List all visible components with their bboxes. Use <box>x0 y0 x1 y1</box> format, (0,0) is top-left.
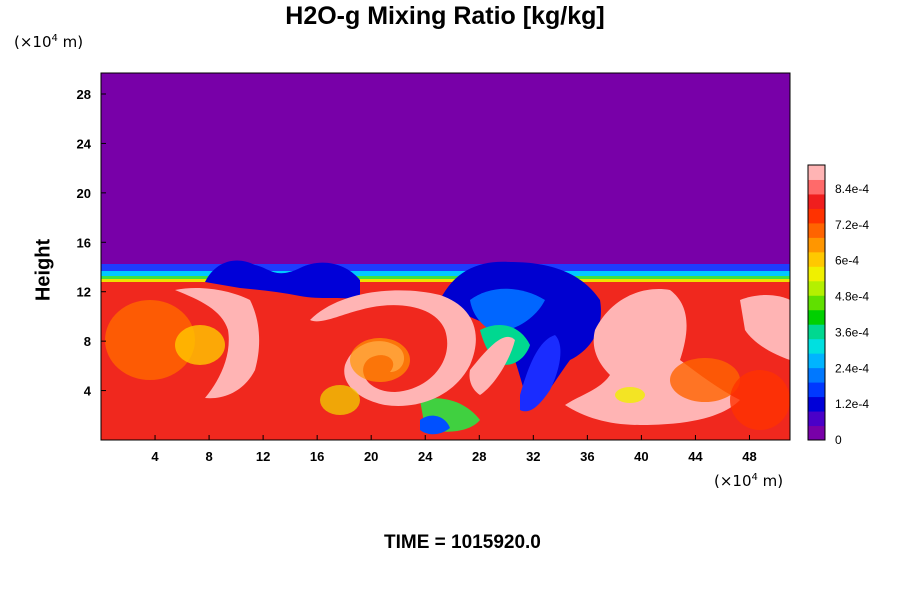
x-tick-label: 48 <box>742 449 756 464</box>
orange-zone-right <box>670 358 740 402</box>
x-tick-label: 12 <box>256 449 270 464</box>
colorbar-tick-label: 3.6e-4 <box>835 325 869 339</box>
x-tick-label: 20 <box>364 449 378 464</box>
y-tick-label: 4 <box>84 384 92 399</box>
y-tick-label: 24 <box>77 136 92 151</box>
y-tick-label: 8 <box>84 334 91 349</box>
colorbar-frame <box>807 164 826 441</box>
colorbar-segment <box>808 251 825 267</box>
x-tick-label: 44 <box>688 449 703 464</box>
colorbar-segment <box>808 165 825 180</box>
x-tick-label: 8 <box>205 449 212 464</box>
x-tick-label: 32 <box>526 449 540 464</box>
dry-intrusion-4 <box>470 288 545 331</box>
dry-intrusion-3 <box>520 335 561 412</box>
colorbar-segment <box>808 222 825 238</box>
colorbar-segment <box>808 266 825 282</box>
colorbar-segment <box>808 411 825 427</box>
colorbar-segment <box>808 396 825 412</box>
colorbar-segment <box>808 295 825 311</box>
colorbar-segment <box>808 353 825 369</box>
pink-swirl-far-right <box>740 295 790 360</box>
colorbar-segment <box>808 382 825 398</box>
colorbar-tick-label: 6e-4 <box>835 254 859 268</box>
plot-area <box>101 73 790 440</box>
y-tick-label: 20 <box>77 186 91 201</box>
yellow-zone-right <box>615 387 645 403</box>
colorbar-segment <box>808 237 825 253</box>
x-axis-unit: (×104 m) <box>714 472 784 490</box>
colorbar-tick-label: 8.4e-4 <box>835 182 869 196</box>
time-readout: TIME = 1015920.0 <box>384 532 541 553</box>
colorbar-segment <box>808 367 825 383</box>
yellow-zone-mid <box>320 385 360 415</box>
y-tick-label: 28 <box>77 87 91 102</box>
colorbar-segment <box>808 338 825 354</box>
y-tick-label: 16 <box>77 235 91 250</box>
colorbar-tick-label: 7.2e-4 <box>835 218 869 232</box>
colorbar-segment <box>808 179 825 195</box>
colorbar-segment <box>808 324 825 340</box>
y-axis-unit: (×104 m) <box>14 33 84 51</box>
colorbar-tick-label: 0 <box>835 433 842 447</box>
blue-patch-low <box>420 415 450 435</box>
colorbar-ticks: 0 1.2e-4 2.4e-4 3.6e-4 4.8e-4 6e-4 7.2e-4 8.4e-… <box>835 182 869 447</box>
colorbar-tick-label: 1.2e-4 <box>835 397 869 411</box>
y-tick-label: 12 <box>77 285 91 300</box>
yellow-zone-left <box>175 325 225 365</box>
interface-band-green <box>101 276 790 280</box>
colorbar-segment <box>808 309 825 325</box>
y-axis-ticks: 4 8 12 16 20 24 28 <box>77 87 106 399</box>
red-zone-far-right <box>730 370 790 430</box>
colorbar-tick-label: 4.8e-4 <box>835 290 869 304</box>
colorbar-segment <box>808 280 825 296</box>
x-axis-ticks: 4 8 12 16 20 24 28 32 36 40 44 48 <box>151 435 757 464</box>
x-tick-label: 4 <box>151 449 159 464</box>
chart-title: H2O-g Mixing Ratio [kg/kg] <box>285 2 605 30</box>
orange-zone-mid <box>350 338 410 382</box>
x-tick-label: 28 <box>472 449 486 464</box>
dry-intrusion-1 <box>205 260 360 300</box>
colorbar <box>807 164 826 441</box>
interface-band-yellow <box>101 279 790 283</box>
interface-band-blue <box>101 264 790 274</box>
pink-swirl-mid <box>469 336 515 395</box>
pink-swirl-left <box>175 288 260 399</box>
x-tick-label: 36 <box>580 449 594 464</box>
x-tick-label: 24 <box>418 449 433 464</box>
colorbar-segment <box>808 208 825 224</box>
colorbar-tick-label: 2.4e-4 <box>835 361 869 375</box>
x-tick-label: 40 <box>634 449 648 464</box>
plot-frame <box>100 72 791 441</box>
x-tick-label: 16 <box>310 449 324 464</box>
colorbar-segment <box>808 193 825 209</box>
interface-band-cyan <box>101 271 790 277</box>
orange-zone-left <box>105 300 195 380</box>
colorbar-segment <box>808 425 825 441</box>
